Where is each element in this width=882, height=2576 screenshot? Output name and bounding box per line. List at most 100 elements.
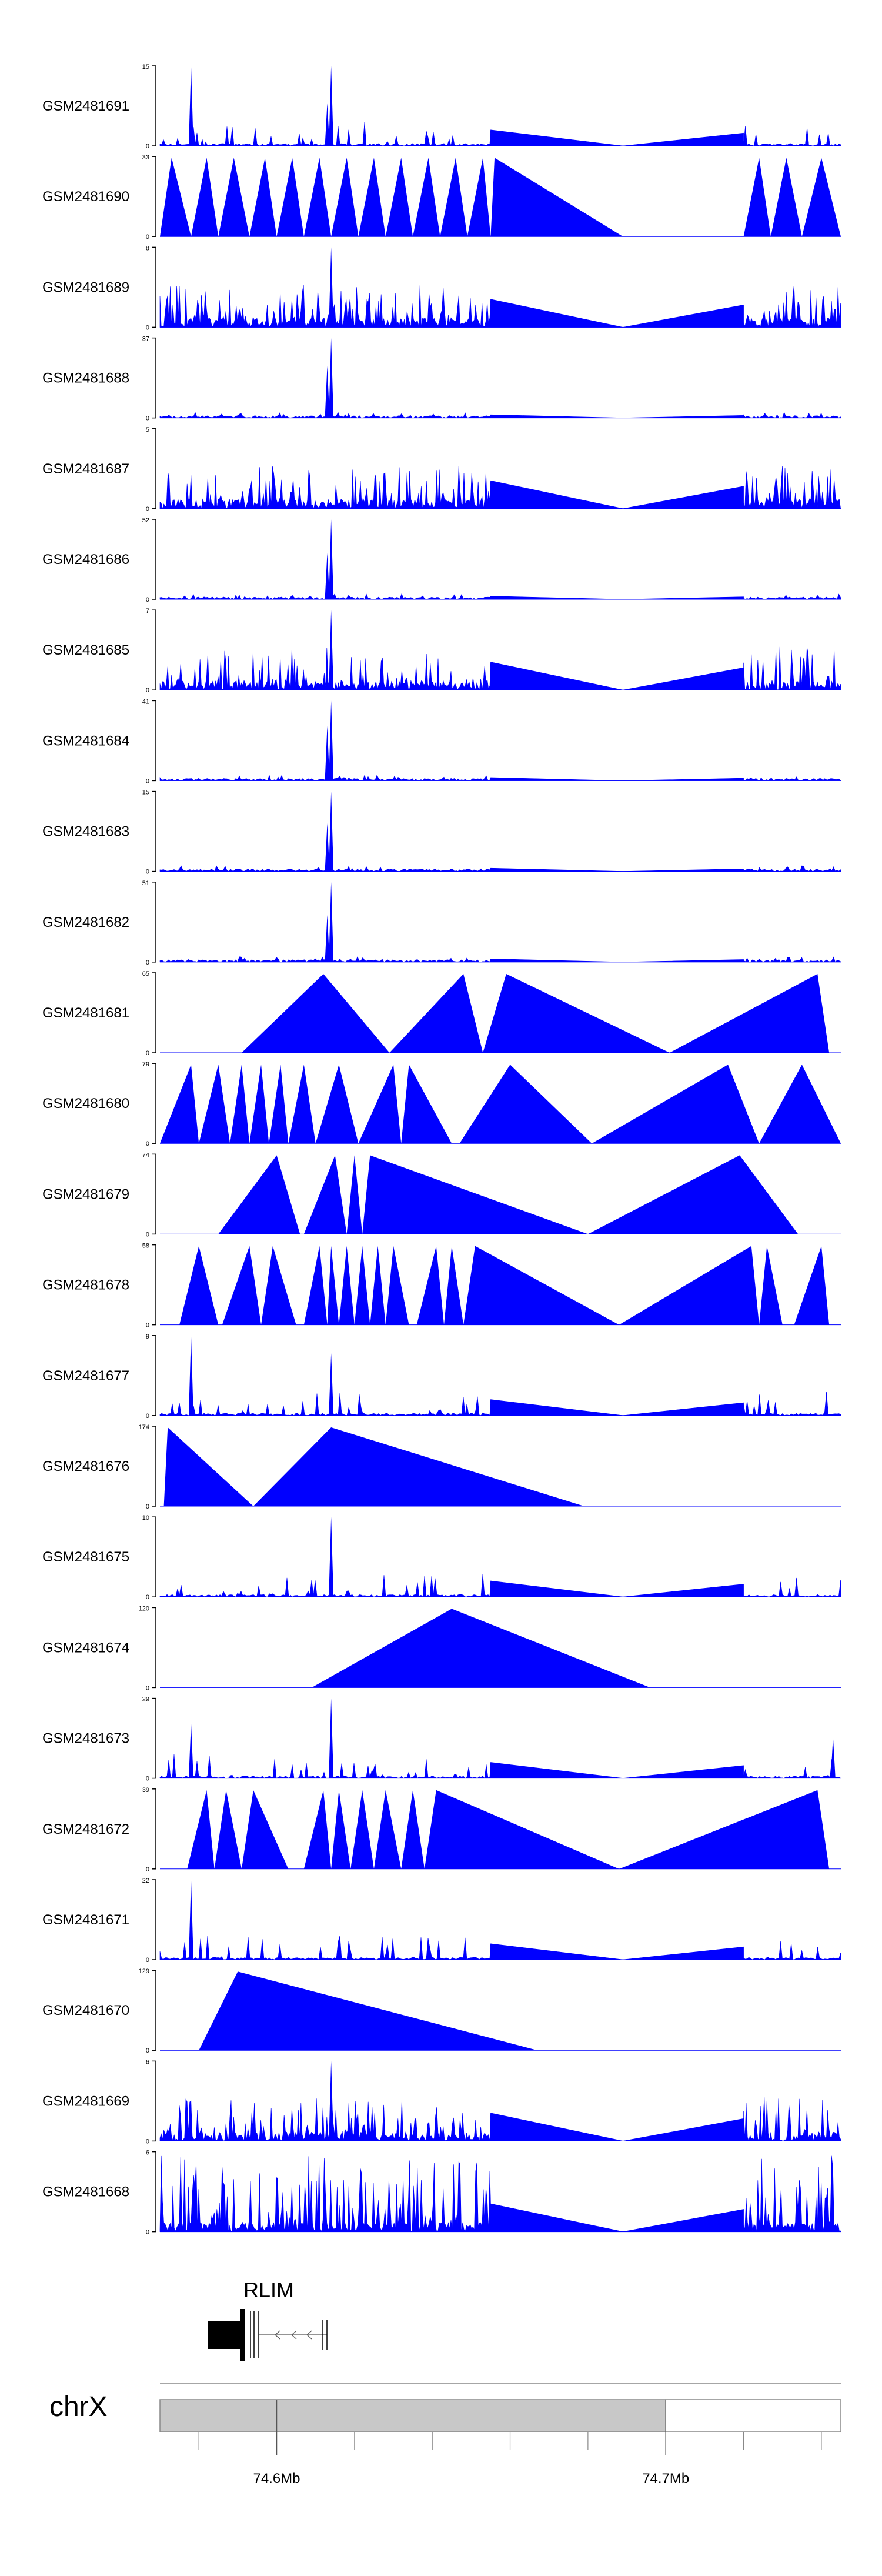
- track-label: GSM2481690: [42, 189, 129, 205]
- gene-utr-block: [208, 2321, 240, 2349]
- track-label: GSM2481669: [42, 2093, 129, 2109]
- coverage-segment: [463, 1246, 619, 1325]
- ideogram-shaded-band: [159, 2399, 666, 2432]
- track-GSM2481674: GSM2481674 120 0: [42, 1605, 841, 1691]
- coverage-segment: [370, 1246, 386, 1325]
- track-label: GSM2481679: [42, 1186, 129, 1202]
- coverage-segment: [253, 1427, 584, 1506]
- coverage-segment: [759, 1246, 783, 1325]
- coverage-segment: [770, 158, 802, 237]
- coverage-segment: [199, 1971, 537, 2051]
- y-tick-label-zero: 0: [146, 415, 149, 422]
- y-tick-label-max: 29: [142, 1696, 149, 1703]
- coverage-segment: [179, 1246, 219, 1325]
- y-tick-label-zero: 0: [146, 1866, 149, 1873]
- coverage-peak: [329, 610, 334, 690]
- y-tick-label-max: 6: [146, 2150, 149, 2157]
- y-tick-label-zero: 0: [146, 778, 149, 785]
- y-tick-label-max: 9: [146, 1333, 149, 1340]
- coverage-peak: [325, 553, 330, 599]
- coverage-signal: [159, 2155, 841, 2233]
- coverage-peak: [188, 1880, 193, 1960]
- track-GSM2481682: GSM2481682 51 0: [42, 880, 841, 966]
- track-label: GSM2481687: [42, 461, 129, 477]
- coverage-peak: [325, 915, 330, 962]
- coverage-signal: [159, 122, 841, 146]
- coverage-segment: [315, 1065, 359, 1144]
- y-tick-label-max: 5: [146, 426, 149, 433]
- coverage-signal: [159, 775, 841, 781]
- y-tick-label-zero: 0: [146, 1140, 149, 1147]
- track-GSM2481691: GSM2481691 15 0: [42, 64, 841, 150]
- coverage-segment: [191, 158, 219, 237]
- coverage-segment: [413, 158, 440, 237]
- chromosome-label: chrX: [49, 2391, 108, 2422]
- track-GSM2481675: GSM2481675 10 0: [42, 1514, 841, 1601]
- coverage-segment: [490, 158, 623, 237]
- coverage-segment: [214, 1790, 242, 1869]
- coverage-segment: [416, 1246, 445, 1325]
- y-tick-label-zero: 0: [146, 1413, 149, 1420]
- coverage-segment: [424, 1790, 619, 1869]
- coverage-signal: [159, 1391, 841, 1416]
- y-tick-label-max: 7: [146, 608, 149, 615]
- coverage-segment: [794, 1246, 830, 1325]
- coverage-segment: [303, 158, 332, 237]
- coverage-segment: [619, 1790, 830, 1869]
- coverage-segment: [303, 1155, 347, 1234]
- coverage-signal: [159, 646, 841, 691]
- track-label: GSM2481686: [42, 552, 129, 568]
- x-tick-label: 74.6Mb: [253, 2471, 300, 2487]
- coverage-peak: [329, 700, 334, 781]
- coverage-segment: [187, 1790, 215, 1869]
- y-tick-label-max: 120: [139, 1605, 149, 1612]
- coverage-segment: [346, 1155, 363, 1234]
- y-tick-label-max: 52: [142, 517, 149, 524]
- coverage-segment: [218, 1155, 300, 1234]
- coverage-peak: [188, 1723, 193, 1778]
- coverage-signal: [159, 466, 841, 509]
- coverage-segment: [459, 1065, 592, 1144]
- coverage-segment: [444, 1246, 464, 1325]
- track-label: GSM2481674: [42, 1640, 129, 1656]
- coverage-segment: [199, 1065, 230, 1144]
- y-tick-label-zero: 0: [146, 687, 149, 694]
- coverage-peak: [188, 66, 193, 146]
- coverage-peak: [329, 882, 334, 962]
- coverage-segment: [401, 1790, 425, 1869]
- track-label: GSM2481677: [42, 1368, 129, 1384]
- coverage-peak: [325, 726, 330, 781]
- y-tick-label-zero: 0: [146, 959, 149, 966]
- y-tick-label-max: 174: [139, 1424, 149, 1431]
- track-GSM2481668: GSM2481668 6 0: [42, 2150, 841, 2236]
- coverage-segment: [331, 1790, 351, 1869]
- coverage-signal: [159, 956, 841, 963]
- coverage-segment: [261, 1246, 296, 1325]
- track-label: GSM2481668: [42, 2184, 129, 2200]
- coverage-segment: [331, 158, 359, 237]
- track-GSM2481677: GSM2481677 9 0: [42, 1333, 841, 1420]
- coverage-segment: [160, 158, 191, 237]
- coverage-signal: [159, 2097, 841, 2142]
- y-tick-label-max: 129: [139, 1968, 149, 1975]
- track-GSM2481688: GSM2481688 37 0: [42, 336, 841, 422]
- y-tick-label-zero: 0: [146, 1503, 149, 1510]
- track-label: GSM2481675: [42, 1549, 129, 1565]
- track-label: GSM2481670: [42, 2003, 129, 2018]
- coverage-signal: [159, 1754, 841, 1779]
- coverage-signal: [159, 285, 841, 328]
- track-label: GSM2481680: [42, 1096, 129, 1112]
- coverage-segment: [312, 1609, 650, 1688]
- track-label: GSM2481678: [42, 1277, 129, 1293]
- track-GSM2481683: GSM2481683 15 0: [42, 789, 841, 876]
- coverage-signal: [159, 412, 841, 419]
- strand-arrow-icon: [275, 2330, 280, 2340]
- coverage-segment: [385, 1246, 409, 1325]
- coverage-segment: [339, 1246, 355, 1325]
- track-label: GSM2481689: [42, 279, 129, 295]
- coverage-segment: [222, 1246, 262, 1325]
- coverage-segment: [163, 1427, 253, 1506]
- coverage-segment: [619, 1246, 760, 1325]
- coverage-peak: [329, 1353, 334, 1416]
- coverage-peak: [329, 1517, 334, 1597]
